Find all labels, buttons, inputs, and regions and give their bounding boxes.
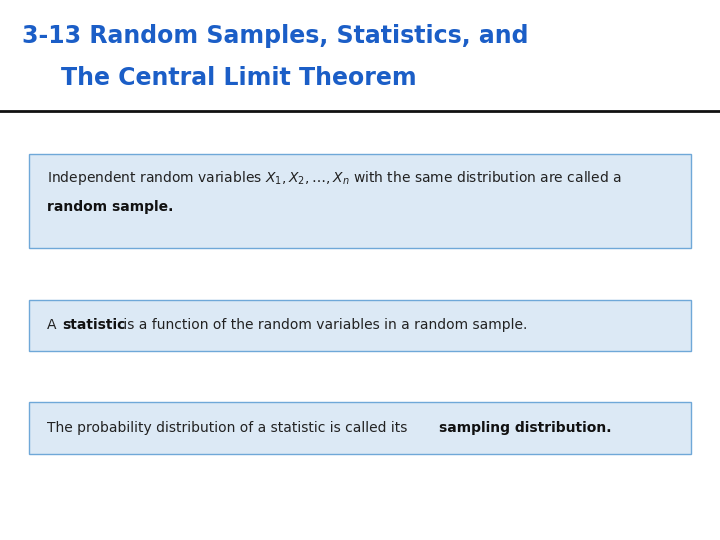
Text: statistic: statistic bbox=[63, 319, 126, 332]
Text: The Central Limit Theorem: The Central Limit Theorem bbox=[61, 66, 417, 90]
Text: Independent random variables $X_1, X_2, \ldots, X_n$ with the same distribution : Independent random variables $X_1, X_2, … bbox=[47, 169, 621, 187]
FancyBboxPatch shape bbox=[29, 402, 691, 454]
FancyBboxPatch shape bbox=[29, 154, 691, 248]
Text: A: A bbox=[47, 319, 60, 332]
Text: The probability distribution of a statistic is called its: The probability distribution of a statis… bbox=[47, 421, 412, 435]
Text: random sample.: random sample. bbox=[47, 200, 174, 214]
FancyBboxPatch shape bbox=[29, 300, 691, 351]
Text: sampling distribution.: sampling distribution. bbox=[439, 421, 612, 435]
Text: is a function of the random variables in a random sample.: is a function of the random variables in… bbox=[119, 319, 527, 332]
Text: 3-13 Random Samples, Statistics, and: 3-13 Random Samples, Statistics, and bbox=[22, 24, 528, 48]
